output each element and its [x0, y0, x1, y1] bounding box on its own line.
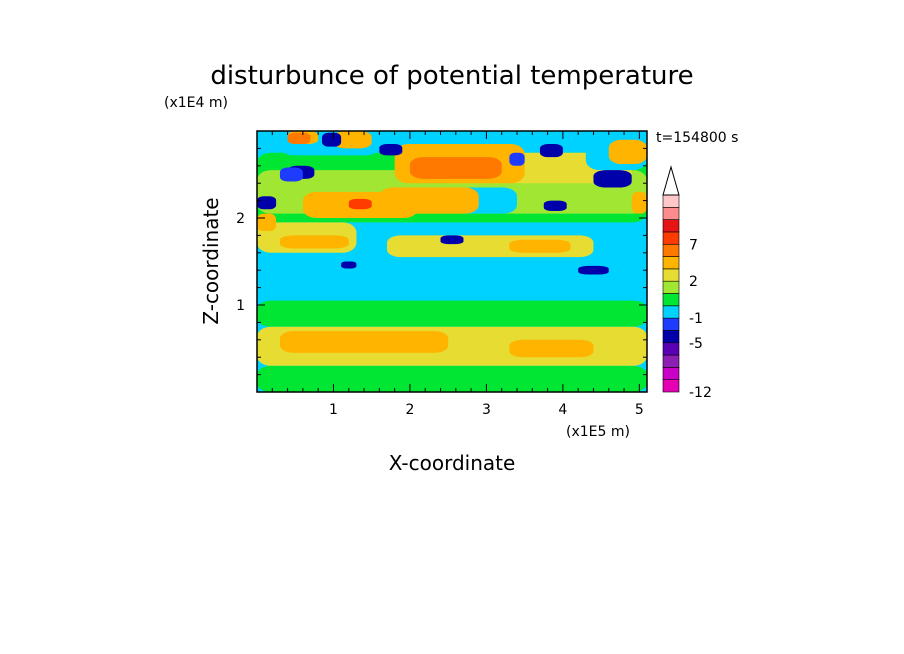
colorbar-label-6: -1 — [689, 311, 703, 327]
colorbar-swatch-4 — [662, 330, 680, 344]
contour-region-26 — [509, 339, 594, 358]
colorbar-swatch-2 — [662, 354, 680, 368]
x-tick-label-5: 5 — [635, 402, 644, 418]
colorbar-swatch-0 — [662, 379, 680, 393]
contour-region-7 — [279, 235, 349, 249]
contour-region-38 — [509, 152, 525, 166]
contour-region-34 — [440, 235, 464, 245]
contour-region-22 — [608, 139, 647, 165]
colorbar-swatch-15 — [662, 194, 680, 208]
contour-region-2 — [257, 257, 647, 301]
colorbar-swatch-14 — [662, 207, 680, 220]
contour-region-5 — [257, 365, 647, 392]
colorbar-swatch-3 — [662, 342, 680, 356]
colorbar-swatch-6 — [662, 305, 680, 319]
contour-region-37 — [279, 167, 303, 182]
x-axis-label: X-coordinate — [389, 451, 516, 475]
y-axis-label: Z-coordinate — [199, 197, 223, 324]
colorbar-swatch-1 — [662, 367, 680, 380]
contour-region-27 — [257, 196, 277, 210]
colorbar-swatch-7 — [662, 293, 680, 307]
contour-region-31 — [539, 144, 563, 158]
contour-region-24 — [509, 239, 571, 253]
colorbar-label-9: 2 — [689, 274, 698, 290]
x-tick-label-2: 2 — [405, 402, 414, 418]
colorbar-swatch-12 — [662, 231, 680, 245]
time-label: t=154800 s — [656, 130, 738, 146]
contour-region-33 — [593, 170, 632, 188]
colorbar-label-4: -5 — [689, 336, 703, 352]
contour-region-20 — [287, 132, 311, 145]
colorbar-label-0: -12 — [689, 385, 712, 401]
contour-region-30 — [379, 144, 403, 156]
y-tick-label-2: 2 — [236, 211, 245, 227]
colorbar-swatch-8 — [662, 280, 680, 294]
x-unit-label: (x1E5 m) — [566, 424, 630, 440]
x-tick-label-4: 4 — [558, 402, 567, 418]
contour-region-21 — [333, 131, 372, 149]
colorbar-swatch-13 — [662, 219, 680, 233]
contour-region-29 — [322, 132, 342, 147]
colorbar-extend-arrow — [662, 165, 680, 196]
x-tick-label-1: 1 — [329, 402, 338, 418]
contour-region-18 — [257, 213, 277, 232]
contour-region-15 — [409, 157, 502, 179]
y-tick-label-1: 1 — [236, 298, 245, 314]
colorbar-swatch-5 — [662, 317, 680, 331]
contour-region-35 — [341, 261, 357, 269]
contour-region-23 — [631, 191, 647, 214]
contour-region-36 — [578, 265, 609, 275]
colorbar: -12-5-127 — [662, 165, 712, 401]
colorbar-swatch-9 — [662, 268, 680, 282]
contour-region-32 — [543, 200, 567, 212]
plot-frame — [256, 130, 648, 393]
y-unit-label: (x1E4 m) — [164, 95, 228, 111]
x-tick-label-3: 3 — [482, 402, 491, 418]
colorbar-swatch-11 — [662, 243, 680, 257]
plot-area: 1 2 3 4 5 1 2 — [236, 130, 648, 418]
contour-region-3 — [257, 300, 647, 327]
colorbar-swatch-10 — [662, 256, 680, 270]
colorbar-label-12: 7 — [689, 237, 698, 253]
chart-title: disturbunce of potential temperature — [210, 61, 693, 91]
contour-region-17 — [348, 198, 372, 210]
contour-region-25 — [279, 331, 449, 353]
